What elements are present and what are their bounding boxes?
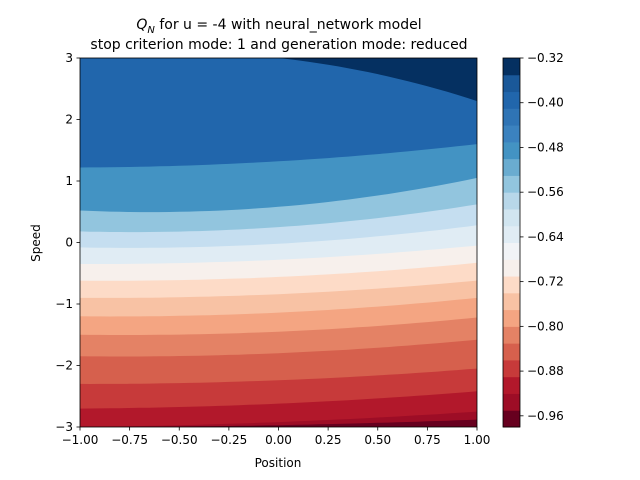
x-tick-label: −0.75 bbox=[111, 433, 148, 447]
colorbar-band bbox=[503, 309, 520, 327]
title-line1: QN for u = -4 with neural_network model bbox=[136, 17, 421, 36]
colorbar-band bbox=[503, 393, 520, 411]
colorbar-tick-label: −0.32 bbox=[527, 51, 564, 65]
chart-title: QN for u = -4 with neural_network model … bbox=[90, 17, 467, 53]
colorbar-tick-label: −0.56 bbox=[527, 185, 564, 199]
colorbar-band bbox=[503, 74, 520, 93]
title-q-symbol: Q bbox=[136, 17, 147, 33]
x-tick-label: 0.00 bbox=[265, 433, 292, 447]
x-tick-label: 0.75 bbox=[414, 433, 441, 447]
colorbar-band bbox=[503, 175, 520, 193]
colorbar-band bbox=[503, 326, 520, 344]
x-tick-label: 1.00 bbox=[464, 433, 491, 447]
colorbar-tick-label: −0.40 bbox=[527, 96, 564, 110]
colorbar-tick-label: −0.72 bbox=[527, 275, 564, 289]
x-tick-label: −1.00 bbox=[62, 433, 99, 447]
y-tick-label: −3 bbox=[55, 420, 73, 434]
colorbar-band bbox=[503, 125, 520, 143]
plot-area bbox=[79, 57, 478, 428]
y-tick-label: 1 bbox=[65, 174, 73, 188]
x-tick-label: −0.25 bbox=[210, 433, 247, 447]
y-axis: −3 −2 −1 0 1 2 3 bbox=[55, 51, 80, 434]
colorbar-band bbox=[503, 225, 520, 243]
colorbar-band bbox=[503, 242, 520, 260]
contour-band bbox=[80, 419, 477, 427]
y-axis-label: Speed bbox=[29, 224, 43, 262]
colorbar-band bbox=[503, 58, 520, 76]
x-tick-label: 0.25 bbox=[315, 433, 342, 447]
colorbar-frame bbox=[502, 57, 521, 428]
colorbar-band bbox=[503, 259, 520, 277]
colorbar-band bbox=[503, 192, 520, 210]
y-tick-label: 0 bbox=[65, 236, 73, 250]
x-axis-label: Position bbox=[255, 456, 302, 470]
colorbar-band bbox=[503, 108, 520, 126]
colorbar-tick-label: −0.88 bbox=[527, 364, 564, 378]
y-tick-label: 2 bbox=[65, 113, 73, 127]
x-axis: −1.00 −0.75 −0.50 −0.25 0.00 0.25 0.50 0.75 1.00 bbox=[62, 427, 491, 447]
colorbar-band bbox=[503, 359, 520, 378]
x-tick-label: −0.50 bbox=[161, 433, 198, 447]
y-tick-label: −2 bbox=[55, 359, 73, 373]
title-line2: stop criterion mode: 1 and generation mo… bbox=[90, 37, 467, 53]
colorbar-band bbox=[503, 141, 520, 160]
colorbar-tick-label: −0.64 bbox=[527, 230, 564, 244]
colorbar-band bbox=[503, 91, 520, 109]
colorbar-tick-label: −0.48 bbox=[527, 140, 564, 154]
title-line1-rest: for u = -4 with neural_network model bbox=[155, 17, 422, 33]
y-tick-label: −1 bbox=[55, 297, 73, 311]
x-tick-label: 0.50 bbox=[364, 433, 391, 447]
y-tick-label: 3 bbox=[65, 51, 73, 65]
title-q-subscript: N bbox=[147, 25, 155, 36]
colorbar-band bbox=[503, 158, 520, 176]
colorbar-band bbox=[503, 410, 520, 428]
colorbar-band bbox=[503, 376, 520, 394]
colorbar-tick-label: −0.80 bbox=[527, 319, 564, 333]
colorbar-band bbox=[503, 208, 520, 227]
colorbar-band bbox=[503, 292, 520, 311]
colorbar: −0.96 −0.88 −0.80 −0.72 −0.64 −0.56 −0.48 −0.40… bbox=[502, 51, 564, 428]
colorbar-band bbox=[503, 276, 520, 294]
colorbar-tick-label: −0.96 bbox=[527, 409, 564, 423]
colorbar-band bbox=[503, 343, 520, 361]
